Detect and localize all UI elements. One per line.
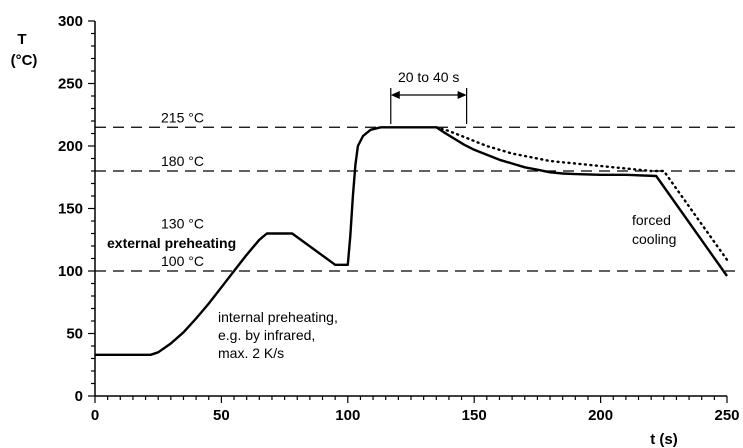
y-tick-label: 50	[66, 326, 83, 343]
duration-arrowhead-right	[457, 91, 467, 99]
y-tick-label: 150	[58, 201, 83, 218]
series-dotted	[435, 126, 729, 261]
y-tick-label: 250	[58, 76, 83, 93]
internal-preheating-line3: max. 2 K/s	[218, 345, 284, 361]
y-tick-label: 300	[58, 13, 83, 30]
internal-preheating-line1: internal preheating,	[218, 309, 338, 325]
axes: 0 50 100 150 200 250 300 0 50 100 150 200 250	[58, 13, 740, 424]
reference-label-130: 130 °C	[161, 216, 204, 232]
reference-label-215: 215 °C	[161, 109, 204, 125]
y-axis-title-line2: (°C)	[11, 52, 38, 69]
x-tick-label: 50	[213, 407, 230, 424]
forced-cooling-line1: forced	[632, 212, 671, 228]
duration-label: 20 to 40 s	[398, 69, 460, 85]
x-tick-label: 100	[335, 407, 360, 424]
internal-preheating-line2: e.g. by infrared,	[218, 327, 315, 343]
series-solid	[95, 126, 728, 356]
y-tick-label: 100	[58, 263, 83, 280]
x-tick-label: 0	[91, 407, 99, 424]
x-tick-label: 200	[588, 407, 613, 424]
duration-arrowhead-left	[390, 91, 400, 99]
x-tick-label: 250	[714, 407, 739, 424]
duration-marker: 20 to 40 s	[390, 69, 468, 124]
external-preheating-label-background	[105, 235, 239, 251]
y-axis-title-line1: T	[17, 31, 26, 48]
temperature-series	[95, 126, 729, 356]
reference-lines: 215 °C 180 °C 130 °C 100 °C	[95, 109, 735, 272]
y-tick-label: 200	[58, 138, 83, 155]
reference-label-180: 180 °C	[161, 153, 204, 169]
external-preheating-label: external preheating	[107, 235, 236, 251]
reference-label-100: 100 °C	[161, 253, 204, 269]
forced-cooling-line2: cooling	[632, 231, 676, 247]
x-tick-label: 150	[462, 407, 487, 424]
x-axis-title: t (s)	[650, 431, 678, 448]
y-tick-label: 0	[75, 388, 83, 405]
